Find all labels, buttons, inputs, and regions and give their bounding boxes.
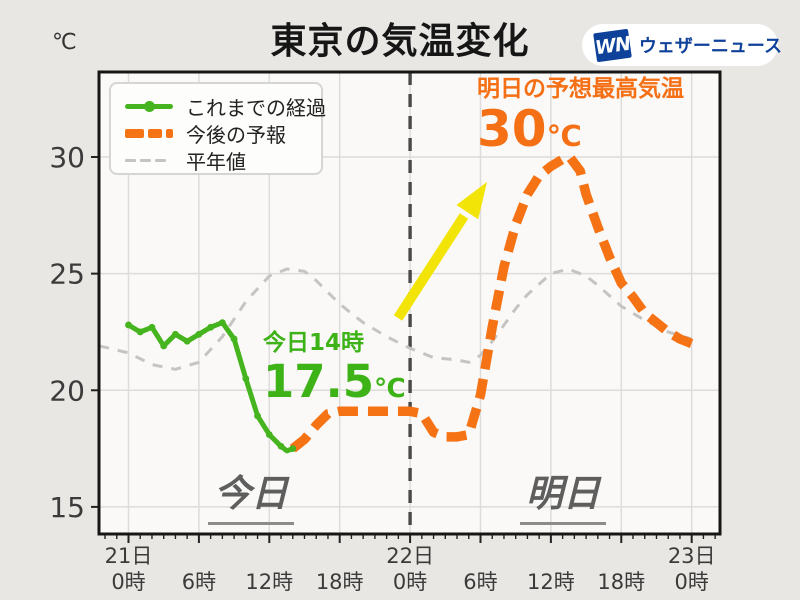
legend-item-forecast: 今後の予報 bbox=[125, 121, 321, 147]
y-tick-label: 20 bbox=[49, 374, 85, 407]
observed-temp-point bbox=[289, 445, 297, 452]
y-tick-label: 25 bbox=[49, 258, 85, 291]
observed-temp-point bbox=[148, 323, 156, 331]
observed-temp-point bbox=[230, 335, 238, 343]
forecast-temp-line bbox=[289, 152, 694, 453]
legend-label-normal: 平年値 bbox=[186, 149, 246, 174]
observed-temp-line bbox=[127, 320, 294, 454]
normal-temp-line bbox=[98, 267, 693, 371]
tomorrow-label: 明日 bbox=[513, 463, 613, 525]
chart-legend: これまでの経過 今後の予報 平年値 bbox=[109, 82, 326, 175]
observed-temp-point bbox=[265, 431, 273, 438]
legend-item-observed: これまでの経過 bbox=[125, 94, 326, 120]
x-hour-label: 12時 bbox=[527, 570, 575, 594]
observed-temp-point bbox=[254, 412, 261, 420]
current-temp-value: 17.5℃ bbox=[263, 355, 406, 409]
observed-temp-point bbox=[172, 330, 179, 338]
x-hour-label: 18時 bbox=[316, 570, 364, 594]
current-temp-time: 今日14時 bbox=[263, 330, 365, 356]
observed-temp-point bbox=[160, 342, 168, 350]
weathernews-logo: WN ウェザーニュース bbox=[582, 24, 782, 66]
rising-arrow-shaft bbox=[393, 213, 469, 321]
observed-temp-point bbox=[195, 330, 203, 338]
legend-label-observed: これまでの経過 bbox=[186, 95, 326, 120]
observed-temp-point bbox=[136, 328, 144, 336]
x-hour-label: 18時 bbox=[597, 570, 645, 594]
x-hour-label: 6時 bbox=[182, 570, 216, 594]
x-day-label: 22日 bbox=[386, 544, 434, 568]
forecast-max-caption: 明日の予想最高気温 bbox=[477, 76, 684, 102]
observed-temp-point bbox=[242, 375, 250, 383]
x-day-label: 23日 bbox=[668, 544, 716, 568]
x-day-label: 21日 bbox=[105, 544, 153, 568]
rising-arrow-head-icon bbox=[456, 182, 487, 220]
today-label: 今日 bbox=[201, 463, 301, 525]
current-temp-annotation: 今日14時 17.5℃ bbox=[263, 331, 406, 405]
y-axis-unit-label: ℃ bbox=[52, 30, 77, 55]
observed-temp-point bbox=[125, 321, 132, 329]
observed-temp-point bbox=[183, 337, 191, 345]
x-hour-label: 0時 bbox=[674, 570, 708, 594]
page-title: 東京の気温変化 bbox=[270, 21, 530, 62]
observed-temp-point bbox=[207, 323, 215, 331]
x-hour-label: 12時 bbox=[245, 570, 293, 594]
forecast-max-annotation: 明日の予想最高気温 30℃ bbox=[477, 77, 684, 156]
forecast-line-swatch-icon bbox=[125, 128, 173, 138]
observed-temp-point bbox=[277, 442, 285, 450]
observed-line-swatch-icon bbox=[125, 100, 173, 112]
x-hour-label: 6時 bbox=[463, 570, 497, 594]
legend-label-forecast: 今後の予報 bbox=[186, 122, 286, 147]
x-hour-label: 0時 bbox=[111, 570, 145, 594]
normal-line-swatch-icon bbox=[125, 158, 173, 162]
y-tick-label: 30 bbox=[49, 141, 85, 174]
legend-item-normal: 平年値 bbox=[125, 148, 321, 174]
forecast-max-value: 30℃ bbox=[477, 100, 582, 159]
observed-temp-point bbox=[218, 319, 226, 327]
weathernews-logo-text: ウェザーニュース bbox=[638, 36, 782, 57]
y-tick-label: 15 bbox=[49, 491, 85, 524]
plot-border bbox=[97, 70, 722, 536]
x-hour-label: 0時 bbox=[393, 570, 427, 594]
